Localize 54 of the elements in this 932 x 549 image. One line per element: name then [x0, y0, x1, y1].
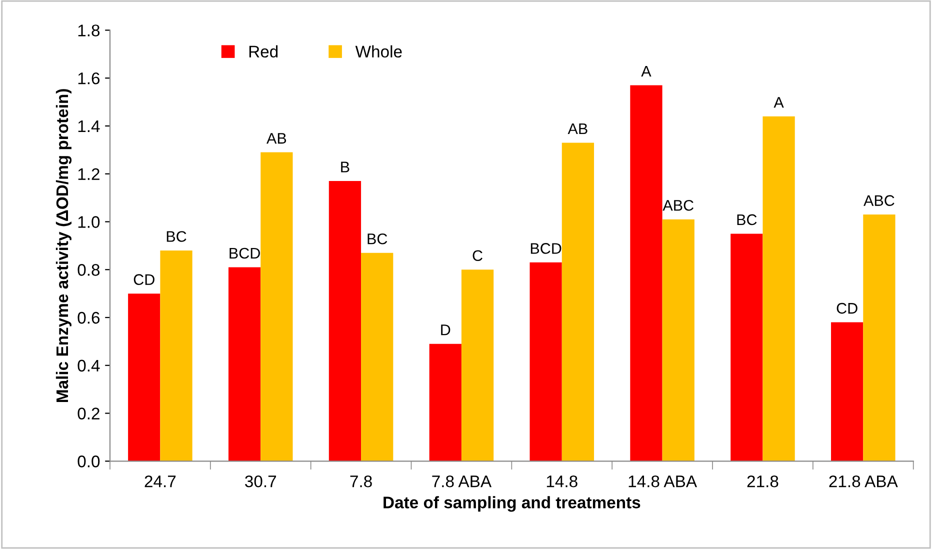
x-tick-label: 21.8	[747, 475, 778, 488]
data-label: AB	[568, 123, 588, 134]
bar	[662, 219, 694, 462]
x-tick-label: 21.8 ABA	[829, 475, 898, 488]
y-tick-label: 1.8	[78, 24, 100, 36]
bar	[128, 294, 160, 462]
x-tick-label: 14.8	[546, 475, 578, 488]
data-label: BC	[368, 233, 388, 244]
bar	[461, 270, 494, 462]
y-tick-label: 0.6	[78, 312, 100, 324]
data-label: BC	[166, 231, 186, 242]
x-tick-label: 7.8	[350, 475, 372, 488]
data-label: BCD	[530, 243, 562, 254]
bar	[831, 322, 864, 462]
x-tick-label: 24.7	[144, 475, 176, 488]
bar	[160, 250, 192, 462]
data-label: A	[641, 66, 652, 77]
legend-label: Whole	[355, 45, 402, 58]
y-tick-label: 1.0	[78, 216, 100, 228]
y-tick-label: 0.0	[78, 456, 100, 468]
data-label: AB	[266, 133, 286, 144]
data-label: BCD	[230, 248, 260, 259]
y-tick-label: 0.4	[78, 360, 100, 372]
x-tick-label: 30.7	[245, 475, 276, 488]
y-tick-label: 0.2	[78, 408, 100, 420]
bar	[228, 267, 261, 462]
y-axis-title: Malic Enzyme activity (ΔOD/mg protein)	[56, 89, 72, 402]
bar	[630, 85, 662, 462]
data-label: B	[341, 162, 350, 172]
y-tick-label: 1.2	[78, 168, 100, 180]
bar	[429, 344, 462, 462]
data-label: CD	[134, 274, 154, 285]
bar	[260, 152, 293, 462]
x-tick-label: 7.8 ABA	[432, 475, 492, 488]
data-label: ABC	[864, 195, 894, 206]
x-tick-label: 14.8 ABA	[628, 475, 698, 488]
bar	[562, 142, 594, 462]
data-label: BC	[737, 214, 757, 226]
bar	[328, 181, 362, 462]
y-tick-label: 1.4	[78, 120, 100, 132]
x-axis-title: Date of sampling and treatments	[384, 496, 640, 512]
data-label: D	[441, 324, 450, 336]
legend-label: Red	[249, 45, 278, 58]
data-label: C	[472, 250, 482, 262]
data-label: ABC	[662, 200, 694, 211]
bar	[730, 234, 763, 462]
bar	[762, 116, 795, 462]
data-label: A	[774, 97, 784, 108]
bar	[863, 214, 896, 462]
bar	[361, 252, 394, 462]
y-tick-label: 0.8	[78, 264, 100, 276]
y-tick-label: 1.6	[78, 72, 100, 84]
data-label: CD	[836, 302, 858, 314]
bar	[530, 262, 562, 462]
